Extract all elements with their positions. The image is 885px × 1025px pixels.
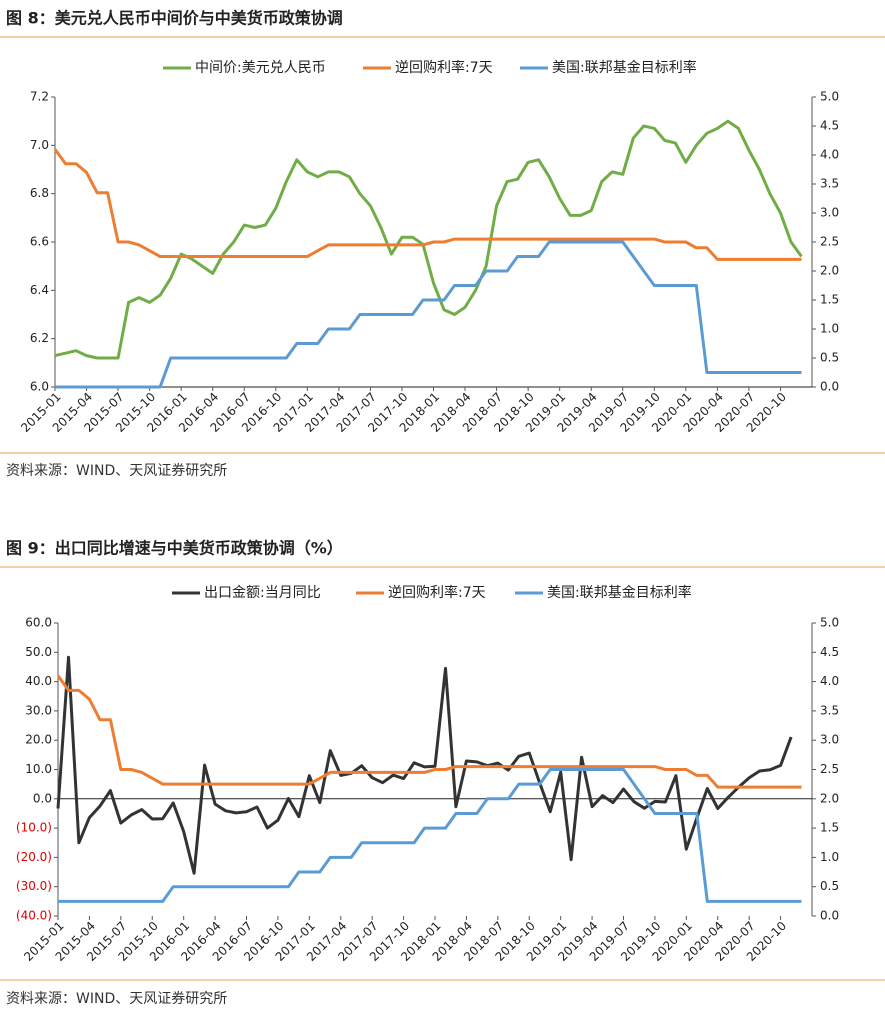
legend-label: 中间价:美元兑人民币 <box>195 60 326 76</box>
y2-tick-label: 3.5 <box>820 703 839 717</box>
y2-tick-label: 1.5 <box>820 293 839 307</box>
y2-tick-label: 5.0 <box>820 90 839 104</box>
y-tick-label: (20.0) <box>16 850 52 864</box>
y2-tick-label: 4.0 <box>820 674 839 688</box>
series-line <box>56 674 802 789</box>
y2-tick-label: 4.5 <box>820 645 839 659</box>
legend-label: 美国:联邦基金目标利率 <box>547 584 692 601</box>
y-tick-label: 30.0 <box>25 703 52 717</box>
series-line <box>53 148 802 261</box>
y-tick-label: 20.0 <box>25 733 52 747</box>
y-tick-label: 6.0 <box>30 380 49 394</box>
source: 资料来源：WIND、天风证券研究所 <box>6 463 227 479</box>
series-line <box>54 119 803 360</box>
y2-tick-label: 1.0 <box>820 850 839 864</box>
legend-label: 出口金额:当月同比 <box>204 585 321 601</box>
series-line <box>58 768 802 903</box>
y2-tick-label: 0.5 <box>820 879 839 893</box>
y-tick-label: 6.2 <box>30 331 49 345</box>
y2-tick-label: 2.0 <box>820 791 839 805</box>
source: 资料来源：WIND、天风证券研究所 <box>6 991 227 1007</box>
y-tick-label: 6.4 <box>30 283 49 297</box>
y2-tick-label: 3.0 <box>820 733 839 747</box>
y2-tick-label: 1.5 <box>820 821 839 835</box>
legend-label: 逆回购利率:7天 <box>395 59 493 76</box>
y-tick-label: 40.0 <box>25 674 52 688</box>
y-tick-label: (10.0) <box>16 821 52 835</box>
series-line <box>56 655 793 875</box>
y-tick-label: 60.0 <box>25 616 52 630</box>
y2-tick-label: 2.0 <box>820 264 839 278</box>
legend-label: 美国:联邦基金目标利率 <box>552 59 697 76</box>
y-tick-label: 0.0 <box>33 791 52 805</box>
y-tick-label: 10.0 <box>25 762 52 776</box>
y-tick-label: 6.6 <box>30 235 49 249</box>
y-tick-label: 7.2 <box>30 90 49 104</box>
y2-tick-label: 0.0 <box>820 909 839 923</box>
y2-tick-label: 3.0 <box>820 206 839 220</box>
y-tick-label: 6.8 <box>30 186 49 200</box>
y2-tick-label: 3.5 <box>820 177 839 191</box>
y2-tick-label: 2.5 <box>820 235 839 249</box>
y-tick-label: 50.0 <box>25 645 52 659</box>
y2-tick-label: 2.5 <box>820 762 839 776</box>
y2-tick-label: 4.0 <box>820 148 839 162</box>
y2-tick-label: 5.0 <box>820 616 839 630</box>
y2-tick-label: 1.0 <box>820 322 839 336</box>
chart-title: 图 8：美元兑人民币中间价与中美货币政策协调 <box>6 9 343 28</box>
legend-label: 逆回购利率:7天 <box>388 584 486 601</box>
y-tick-label: (40.0) <box>16 909 52 923</box>
chart-title: 图 9：出口同比增速与中美货币政策协调（%） <box>6 539 343 558</box>
y-tick-label: 7.0 <box>30 138 49 152</box>
y2-tick-label: 0.5 <box>820 351 839 365</box>
series-line <box>55 240 802 389</box>
y2-tick-label: 0.0 <box>820 380 839 394</box>
y-tick-label: (30.0) <box>16 879 52 893</box>
y2-tick-label: 4.5 <box>820 119 839 133</box>
